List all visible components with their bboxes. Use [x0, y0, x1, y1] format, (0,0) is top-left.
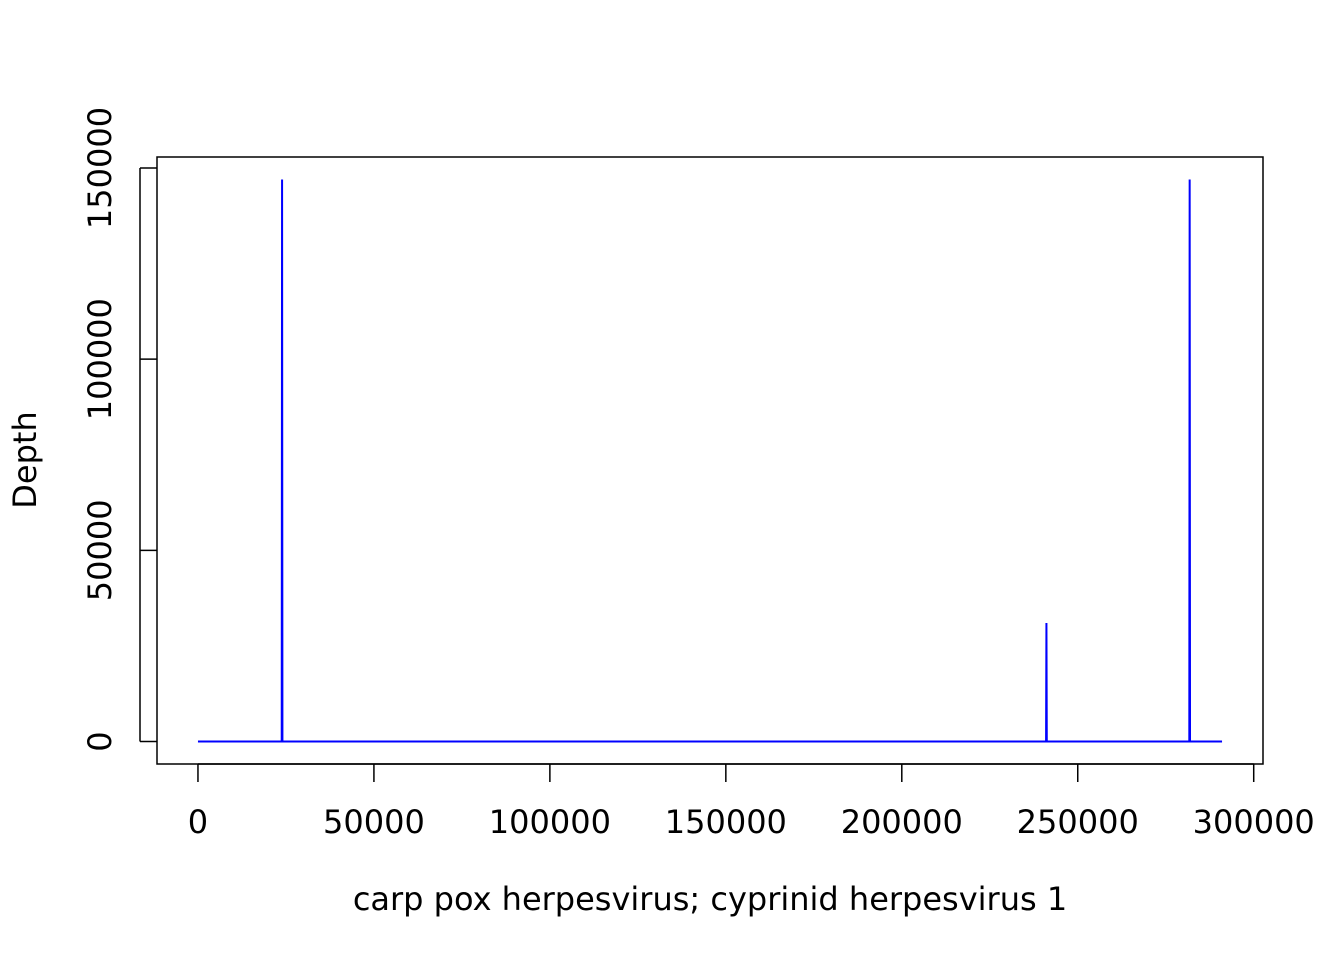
- plot-box: [156, 156, 1264, 765]
- x-tick-label: 0: [188, 803, 208, 841]
- y-tick-label: 150000: [81, 107, 119, 229]
- x-tick-label: 150000: [665, 803, 787, 841]
- x-tick-label: 100000: [489, 803, 611, 841]
- x-tick-label: 250000: [1017, 803, 1139, 841]
- x-tick-label: 300000: [1193, 803, 1315, 841]
- y-axis-title: Depth: [6, 411, 44, 508]
- x-tick-label: 200000: [841, 803, 963, 841]
- y-tick-label: 50000: [81, 499, 119, 601]
- x-tick-label: 50000: [323, 803, 425, 841]
- y-tick-label: 100000: [81, 298, 119, 420]
- data-line: [197, 179, 1223, 743]
- x-axis-title: carp pox herpesvirus; cyprinid herpesvir…: [353, 880, 1067, 918]
- y-tick-label: 0: [81, 731, 119, 751]
